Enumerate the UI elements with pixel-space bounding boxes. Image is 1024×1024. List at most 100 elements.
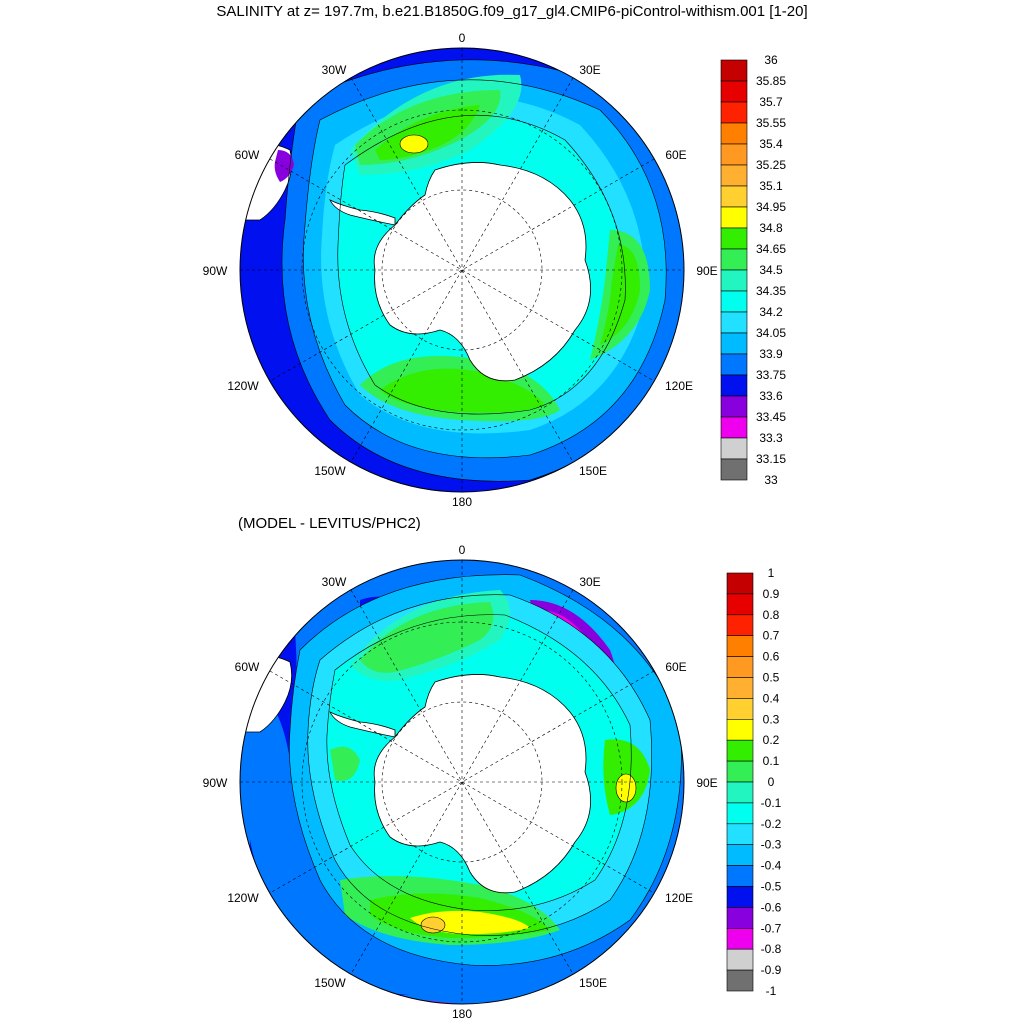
colorbar-swatch bbox=[720, 122, 748, 145]
longitude-labels-bottom: 0 30E 60E 90E 120E 150E 180 150W 120W 90… bbox=[203, 543, 718, 1021]
colorbar-swatch bbox=[726, 886, 754, 908]
lon-label: 120E bbox=[665, 379, 693, 393]
lon-label: 180 bbox=[452, 1007, 472, 1021]
colorbar-label: 33.75 bbox=[756, 368, 786, 382]
colorbar-label: 0.1 bbox=[763, 754, 780, 768]
colorbar-label: 0.5 bbox=[763, 671, 780, 685]
colorbar-swatch bbox=[726, 572, 754, 595]
lon-label: 30W bbox=[322, 63, 347, 77]
colorbar-swatch bbox=[720, 269, 748, 292]
colorbar-label: 36 bbox=[764, 53, 778, 67]
plot-title: SALINITY at z= 197.7m, b.e21.B1850G.f09_… bbox=[216, 3, 808, 20]
lon-label: 150E bbox=[579, 976, 607, 990]
colorbar-swatch bbox=[726, 614, 754, 636]
longitude-labels-top: 0 30E 60E 90E 120E 150E 180 150W 120W 90… bbox=[203, 31, 718, 509]
colorbar-label: 33.9 bbox=[759, 347, 783, 361]
colorbar-label: 34.65 bbox=[756, 242, 786, 256]
lon-label: 150E bbox=[579, 464, 607, 478]
colorbar-swatch bbox=[720, 59, 748, 82]
colorbar-bottom: 1 0.9 0.8 0.7 0.6 0.5 0.4 0.3 0.2 0.1 0 -0.1 -0.2 -0.… bbox=[726, 566, 782, 998]
colorbar-label: 35.4 bbox=[759, 137, 783, 151]
colorbar-label: -0.7 bbox=[761, 921, 782, 935]
colorbar-label: -0.5 bbox=[761, 880, 782, 894]
colorbar-swatch bbox=[720, 206, 748, 229]
difference-map bbox=[239, 559, 685, 1005]
colorbar-swatch bbox=[720, 311, 748, 334]
colorbar-label: 0.8 bbox=[763, 608, 780, 622]
colorbar-label: 35.1 bbox=[759, 179, 783, 193]
colorbar-label: 0.6 bbox=[763, 650, 780, 664]
lon-label: 90E bbox=[696, 264, 717, 278]
colorbar-label: -0.3 bbox=[761, 838, 782, 852]
lon-label: 150W bbox=[314, 464, 346, 478]
colorbar-swatch bbox=[720, 101, 748, 124]
colorbar-swatch bbox=[726, 593, 754, 616]
lon-label: 60E bbox=[665, 660, 686, 674]
colorbar-swatch bbox=[720, 353, 748, 376]
colorbar-label: 0.7 bbox=[763, 629, 780, 643]
lon-label: 30E bbox=[579, 63, 600, 77]
colorbar-swatch bbox=[720, 248, 748, 271]
colorbar-swatch bbox=[720, 374, 748, 397]
colorbar-label: 35.85 bbox=[756, 74, 786, 88]
colorbar-label: 35.25 bbox=[756, 158, 786, 172]
lon-label: 120W bbox=[227, 379, 259, 393]
colorbar-label: 34.05 bbox=[756, 326, 786, 340]
lon-label: 90E bbox=[696, 776, 717, 790]
lon-label: 120W bbox=[227, 891, 259, 905]
colorbar-swatch bbox=[726, 698, 754, 720]
colorbar-swatch bbox=[720, 290, 748, 313]
colorbar-swatch bbox=[726, 865, 754, 887]
lon-label: 150W bbox=[314, 976, 346, 990]
colorbar-swatch bbox=[720, 332, 748, 355]
lon-label: 60E bbox=[665, 148, 686, 162]
colorbar-swatch bbox=[720, 164, 748, 187]
colorbar-label: -0.6 bbox=[761, 900, 782, 914]
lon-label: 30E bbox=[579, 575, 600, 589]
salinity-map bbox=[239, 47, 685, 493]
colorbar-label: 0.2 bbox=[763, 733, 780, 747]
colorbar-swatch bbox=[726, 635, 754, 657]
colorbar-swatch bbox=[720, 80, 748, 103]
colorbar-swatch bbox=[720, 437, 748, 460]
colorbar-label: 34.8 bbox=[759, 221, 783, 235]
lon-label: 180 bbox=[452, 495, 472, 509]
colorbar-swatch bbox=[726, 927, 754, 950]
lon-label: 0 bbox=[459, 31, 466, 45]
colorbar-label: 1 bbox=[768, 566, 775, 580]
colorbar-label: 34.5 bbox=[759, 263, 783, 277]
colorbar-swatch bbox=[726, 677, 754, 699]
colorbar-swatch bbox=[720, 143, 748, 166]
colorbar-swatch bbox=[720, 227, 748, 250]
colorbar-label: 33.3 bbox=[759, 431, 783, 445]
lon-label: 60W bbox=[235, 660, 260, 674]
lon-label: 120E bbox=[665, 891, 693, 905]
colorbar-swatch bbox=[726, 844, 754, 866]
colorbar-label: -1 bbox=[766, 984, 777, 998]
colorbar-swatch bbox=[726, 969, 754, 992]
colorbar-label: 35.7 bbox=[759, 95, 783, 109]
colorbar-swatch bbox=[720, 458, 748, 481]
colorbar-label: 0.9 bbox=[763, 587, 780, 601]
lon-label: 90W bbox=[203, 776, 228, 790]
colorbar-swatch bbox=[726, 802, 754, 825]
colorbar-label: 33 bbox=[764, 473, 778, 487]
colorbar-label: 33.45 bbox=[756, 410, 786, 424]
colorbar-label: -0.9 bbox=[761, 963, 782, 977]
plot-subtitle: (MODEL - LEVITUS/PHC2) bbox=[238, 515, 421, 532]
colorbar-swatch bbox=[726, 718, 754, 741]
colorbar-swatch bbox=[726, 739, 754, 762]
colorbar-label: 34.2 bbox=[759, 305, 783, 319]
colorbar-label: 0.3 bbox=[763, 712, 780, 726]
colorbar-swatch bbox=[726, 781, 754, 804]
colorbar-label: -0.1 bbox=[761, 796, 782, 810]
lon-label: 0 bbox=[459, 543, 466, 557]
colorbar-swatch bbox=[726, 760, 754, 783]
colorbar-swatch bbox=[720, 185, 748, 208]
colorbar-swatch bbox=[726, 948, 754, 971]
colorbar-swatch bbox=[720, 395, 748, 418]
colorbar-label: 34.35 bbox=[756, 284, 786, 298]
colorbar-swatch bbox=[726, 656, 754, 678]
colorbar-label: 35.55 bbox=[756, 116, 786, 130]
